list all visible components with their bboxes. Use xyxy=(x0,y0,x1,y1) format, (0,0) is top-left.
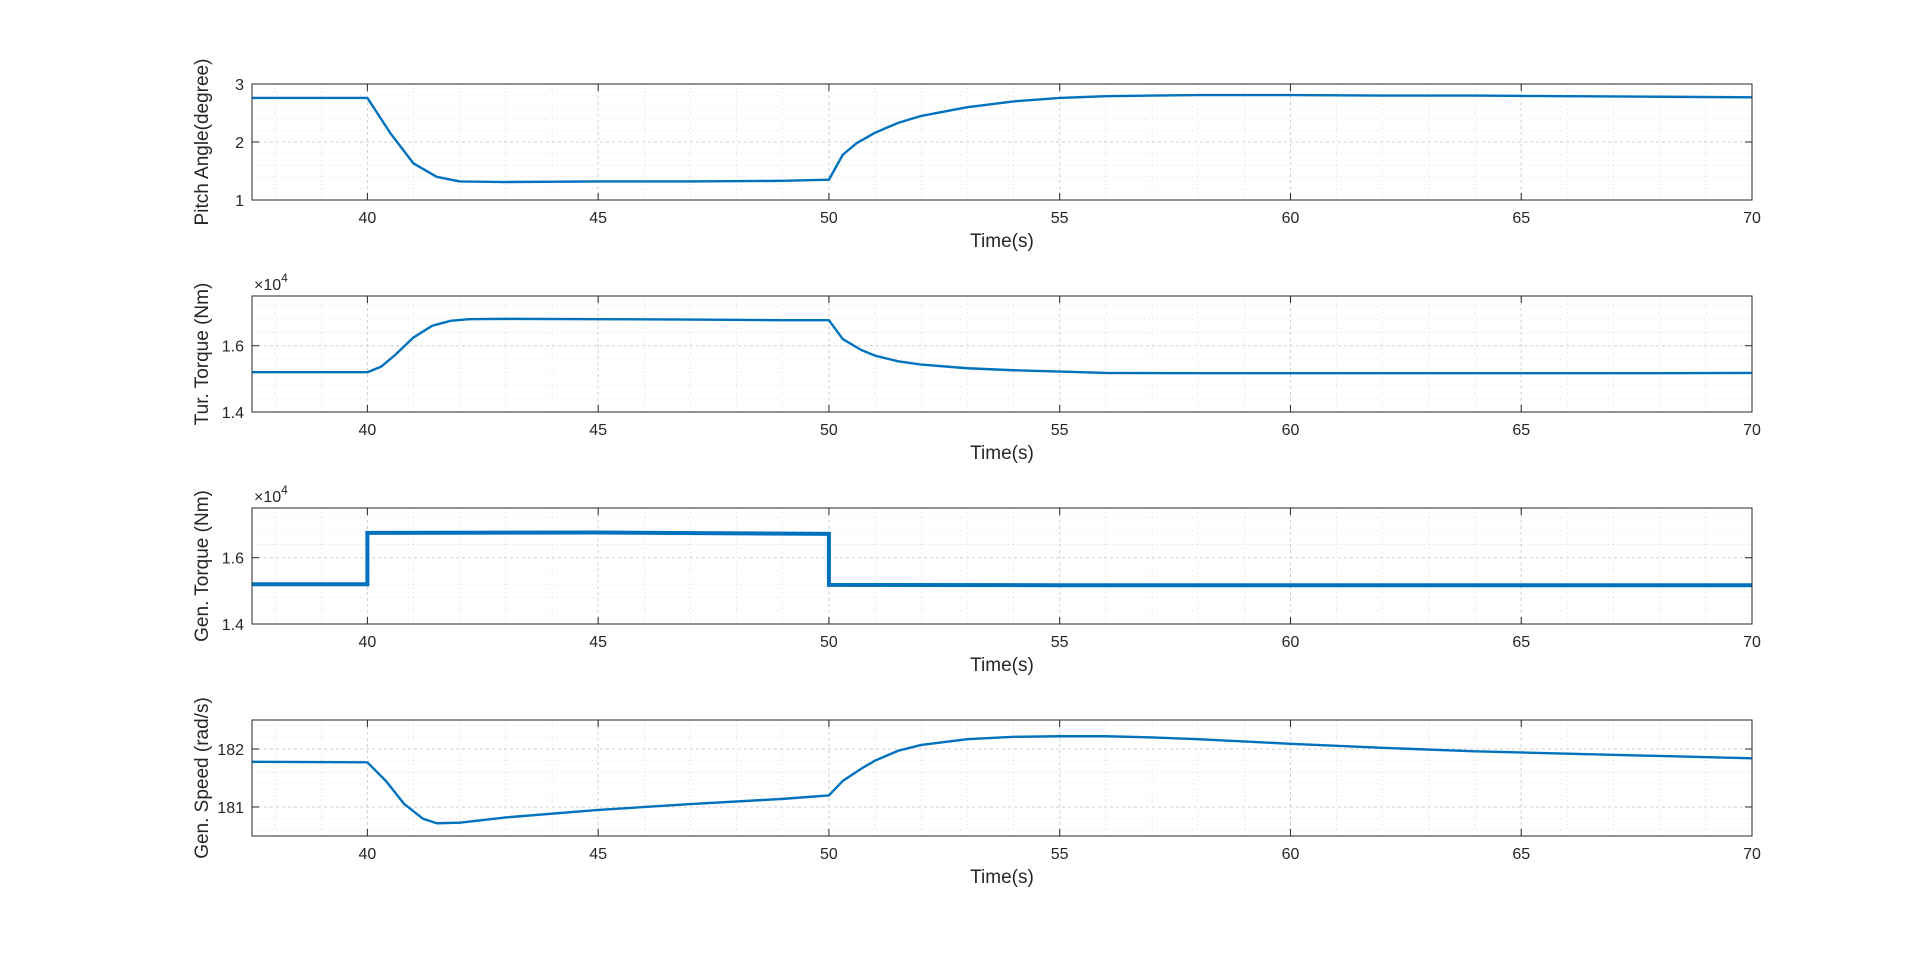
series-line xyxy=(252,317,1752,375)
x-axis-label: Time(s) xyxy=(970,867,1034,888)
y-tick-label: 182 xyxy=(217,742,244,759)
x-tick-label: 55 xyxy=(1051,846,1069,863)
x-axis-label: Time(s) xyxy=(970,443,1034,464)
x-tick-label: 65 xyxy=(1512,210,1530,227)
subplot-1: 40 45 50 55 60 65 70 1 2 3 Time(s) Pitch Angle(degr… xyxy=(192,59,1761,252)
y-tick-label: 3 xyxy=(235,77,244,94)
x-tick-label: 65 xyxy=(1512,846,1530,863)
axes-box xyxy=(251,507,1753,625)
x-tick-label: 45 xyxy=(589,846,607,863)
y-tick-label: 1 xyxy=(235,193,244,210)
x-tick-label: 60 xyxy=(1282,210,1300,227)
x-tick-label: 50 xyxy=(820,422,838,439)
x-tick-label: 70 xyxy=(1743,634,1761,651)
x-tick-label: 65 xyxy=(1512,634,1530,651)
x-tick-label: 55 xyxy=(1051,422,1069,439)
y-tick-label: 1.4 xyxy=(222,405,244,422)
subplot-3: 40 45 50 55 60 65 70 1.4 1.6 ×104 Time(s) Gen. Torq… xyxy=(192,483,1761,676)
x-axis-label: Time(s) xyxy=(970,655,1034,676)
y-tick-label: 1.6 xyxy=(222,551,244,568)
x-tick-label: 60 xyxy=(1282,846,1300,863)
subplot-4: 40 45 50 55 60 65 70 181 182 Time(s) Gen. Speed (r… xyxy=(192,697,1761,888)
y-axis-label: Tur. Torque (Nm) xyxy=(192,283,213,426)
x-tick-label: 55 xyxy=(1051,210,1069,227)
x-tick-label: 45 xyxy=(589,634,607,651)
x-tick-label: 40 xyxy=(358,210,376,227)
x-tick-label: 45 xyxy=(589,422,607,439)
x-tick-label: 70 xyxy=(1743,210,1761,227)
axes-box xyxy=(251,295,1753,413)
y-exponent-label: ×104 xyxy=(254,483,288,506)
x-tick-label: 50 xyxy=(820,210,838,227)
axes-box xyxy=(251,719,1753,837)
x-tick-label: 70 xyxy=(1743,846,1761,863)
x-tick-label: 40 xyxy=(358,846,376,863)
x-tick-label: 40 xyxy=(358,634,376,651)
y-tick-label: 1.4 xyxy=(222,617,244,634)
x-tick-label: 40 xyxy=(358,422,376,439)
series-line xyxy=(252,531,1752,587)
y-tick-label: 181 xyxy=(217,800,244,817)
subplot-2: 40 45 50 55 60 65 70 1.4 1.6 ×104 Time(s) Tur. Torq… xyxy=(192,271,1761,464)
y-axis-label: Gen. Speed (rad/s) xyxy=(192,697,213,859)
x-axis-label: Time(s) xyxy=(970,231,1034,252)
series-line xyxy=(252,93,1752,184)
x-tick-label: 50 xyxy=(820,634,838,651)
x-tick-label: 50 xyxy=(820,846,838,863)
x-tick-label: 45 xyxy=(589,210,607,227)
x-tick-label: 55 xyxy=(1051,634,1069,651)
series-line-noise-band xyxy=(252,530,1752,588)
y-tick-label: 1.6 xyxy=(222,339,244,356)
y-axis-label: Pitch Angle(degree) xyxy=(192,59,213,226)
y-tick-label: 2 xyxy=(235,135,244,152)
series-line xyxy=(252,735,1752,825)
x-tick-label: 70 xyxy=(1743,422,1761,439)
y-exponent-label: ×104 xyxy=(254,271,288,294)
x-tick-label: 60 xyxy=(1282,422,1300,439)
y-axis-label: Gen. Torque (Nm) xyxy=(192,490,213,642)
x-tick-label: 65 xyxy=(1512,422,1530,439)
x-tick-label: 60 xyxy=(1282,634,1300,651)
